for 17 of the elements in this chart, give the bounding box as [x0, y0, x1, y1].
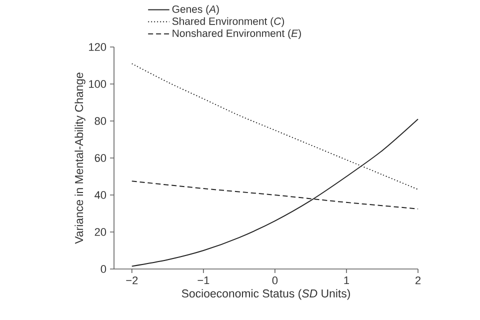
y-tick-label: 120 — [89, 43, 106, 51]
x-axis-title: Socioeconomic Status (SD Units) — [182, 289, 350, 300]
x-tick-label: 0 — [272, 276, 278, 284]
y-tick-label: 20 — [94, 228, 106, 236]
y-tick-label: 100 — [89, 80, 106, 88]
y-tick-label: 0 — [100, 265, 106, 273]
y-tick-label: 80 — [94, 117, 106, 125]
x-tick-label: 2 — [416, 276, 421, 284]
x-tick-label: 1 — [344, 276, 349, 284]
y-tick-label: 60 — [94, 154, 106, 162]
x-tick-label: −2 — [126, 276, 138, 284]
x-tick-label: −1 — [198, 276, 210, 284]
legend-label: Nonshared Environment (E) — [172, 29, 301, 40]
legend-label: Genes (A) — [172, 5, 219, 15]
y-tick-label: 40 — [94, 191, 106, 199]
legend-label: Shared Environment (C) — [172, 17, 284, 27]
y-axis-title: Variance in Mental-Ability Change — [74, 72, 86, 244]
